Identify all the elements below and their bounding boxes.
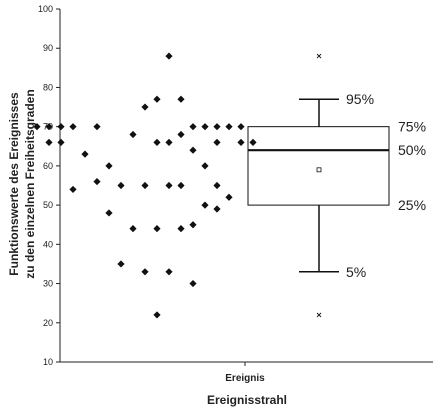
data-point	[57, 123, 65, 131]
y-tick-label: 50	[43, 200, 53, 210]
label-95-percent: 95%	[346, 91, 374, 107]
data-point	[213, 205, 221, 213]
x-category-label: Ereignis	[225, 373, 265, 384]
y-axis-title-line-1: Funktionswerte des Ereignisses	[7, 92, 21, 276]
data-point	[69, 185, 77, 194]
data-point	[165, 181, 173, 190]
data-point	[153, 138, 161, 146]
y-tick-label: 30	[43, 279, 53, 289]
data-point	[201, 162, 209, 170]
data-point	[165, 268, 173, 276]
data-point	[81, 150, 89, 158]
data-point	[153, 225, 161, 233]
label-50-percent: 50%	[398, 142, 426, 158]
data-point	[45, 138, 53, 146]
label-5-percent: 5%	[346, 264, 366, 280]
data-point	[213, 181, 221, 190]
data-point	[93, 123, 101, 131]
data-point	[213, 138, 221, 146]
x-axis-title: Ereignisstrahl	[207, 393, 287, 407]
data-point	[249, 138, 257, 146]
data-point	[177, 130, 185, 139]
y-tick-label: 80	[43, 82, 53, 92]
data-point	[177, 181, 185, 190]
data-point	[201, 123, 209, 131]
data-point	[57, 138, 65, 146]
data-point	[129, 130, 137, 139]
y-tick-label: 10	[43, 357, 53, 367]
data-point	[201, 201, 209, 209]
data-point	[129, 225, 137, 233]
data-point	[141, 103, 149, 111]
data-point	[69, 123, 77, 131]
data-point	[237, 138, 245, 146]
data-point	[177, 95, 185, 103]
y-tick-label: 100	[38, 4, 53, 14]
box-plot: 95% 75% 50% 25% 5%	[247, 53, 426, 318]
y-tick-label: 60	[43, 161, 53, 171]
y-axis-title-line-2: zu den einzelnen Freiheitsgraden	[23, 89, 37, 278]
y-tick-label: 40	[43, 239, 53, 249]
data-point	[189, 123, 197, 131]
data-point	[165, 52, 173, 60]
data-point	[117, 181, 125, 190]
mean-marker	[316, 167, 322, 173]
data-point	[213, 123, 221, 131]
y-tick-label: 90	[43, 43, 53, 53]
data-point	[153, 311, 161, 319]
data-point	[141, 181, 149, 190]
data-point	[153, 95, 161, 103]
data-point	[165, 138, 173, 146]
dot-series	[33, 52, 257, 319]
y-tick-label: 20	[43, 318, 53, 328]
y-axis-ticks: 102030405060708090100	[38, 4, 60, 367]
box-iqr	[247, 126, 390, 206]
data-point	[189, 221, 197, 229]
label-25-percent: 25%	[398, 197, 426, 213]
data-point	[225, 193, 233, 201]
data-point	[189, 279, 197, 288]
data-point	[93, 177, 101, 186]
min-marker	[316, 312, 322, 318]
data-point	[33, 123, 41, 131]
data-point	[177, 225, 185, 233]
data-point	[141, 268, 149, 276]
data-point	[105, 162, 113, 170]
data-point	[189, 146, 197, 154]
data-point	[45, 123, 53, 131]
data-point	[117, 260, 125, 268]
data-point	[105, 209, 113, 217]
max-marker	[316, 53, 322, 59]
label-75-percent: 75%	[398, 119, 426, 135]
data-point	[237, 123, 245, 131]
data-point	[225, 123, 233, 131]
